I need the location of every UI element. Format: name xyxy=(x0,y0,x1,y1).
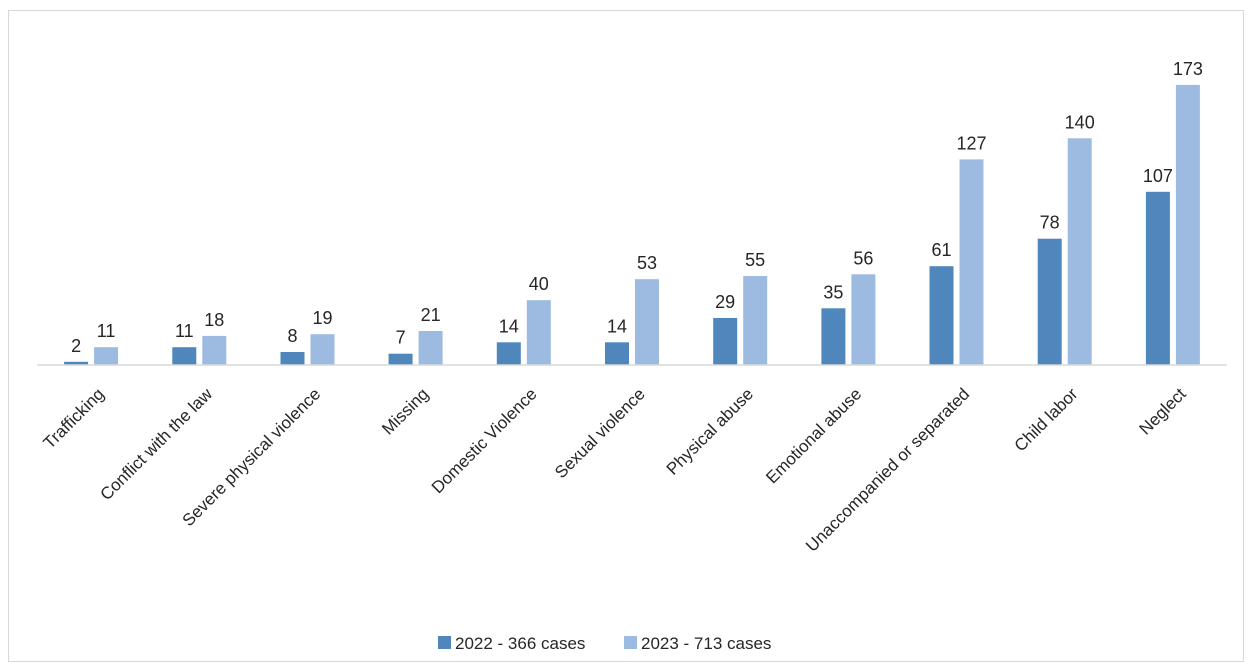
bar-missing-series-2 xyxy=(418,331,443,365)
bar-child-labor-series-1 xyxy=(1037,238,1062,365)
bar-emotional-abuse-series-2 xyxy=(851,274,876,365)
bar-severe-physical-violence-series-1 xyxy=(280,352,305,365)
legend-swatch-series-2 xyxy=(624,636,637,649)
bar-trafficking-series-1 xyxy=(64,361,89,365)
category-label-physical-abuse: Physical abuse xyxy=(663,384,757,478)
bar-sexual-violence-series-1 xyxy=(605,342,629,365)
data-label-trafficking-series-1: 2 xyxy=(71,336,81,356)
data-label-missing-series-2: 21 xyxy=(421,305,441,325)
data-label-conflict-with-the-law-series-1: 11 xyxy=(175,321,194,341)
legend-label-series-1: 2022 - 366 cases xyxy=(455,634,585,653)
category-label-sexual-violence: Sexual violence xyxy=(551,384,649,482)
bar-domestic-violence-series-2 xyxy=(526,300,551,365)
data-label-child-labor-series-2: 140 xyxy=(1065,112,1095,132)
bars-layer xyxy=(64,84,1200,366)
bar-unaccompanied-or-separated-series-2 xyxy=(959,159,984,365)
bar-emotional-abuse-series-1 xyxy=(821,308,846,365)
data-label-emotional-abuse-series-2: 56 xyxy=(853,248,873,268)
category-label-neglect: Neglect xyxy=(1136,384,1190,438)
category-label-conflict-with-the-law: Conflict with the law xyxy=(96,384,216,504)
data-label-physical-abuse-series-2: 55 xyxy=(745,250,765,270)
category-label-domestic-violence: Domestic Violence xyxy=(428,384,541,497)
data-label-neglect-series-1: 107 xyxy=(1143,166,1173,186)
legend-label-series-2: 2023 - 713 cases xyxy=(641,634,771,653)
data-label-sexual-violence-series-1: 14 xyxy=(607,316,627,336)
bar-neglect-series-1 xyxy=(1145,191,1170,365)
legend-swatch-series-1 xyxy=(438,636,451,649)
category-label-child-labor: Child labor xyxy=(1011,384,1082,455)
data-label-neglect-series-2: 173 xyxy=(1173,59,1203,79)
bar-conflict-with-the-law-series-2 xyxy=(202,335,227,365)
bar-conflict-with-the-law-series-1 xyxy=(172,347,197,365)
bar-sexual-violence-series-2 xyxy=(635,279,659,365)
data-label-emotional-abuse-series-1: 35 xyxy=(823,282,843,302)
data-label-unaccompanied-or-separated-series-1: 61 xyxy=(931,240,951,260)
data-label-sexual-violence-series-2: 53 xyxy=(637,253,657,273)
bar-severe-physical-violence-series-2 xyxy=(310,334,335,365)
bar-child-labor-series-2 xyxy=(1067,138,1092,365)
data-label-trafficking-series-2: 11 xyxy=(97,321,116,341)
bar-domestic-violence-series-1 xyxy=(496,342,521,365)
category-label-missing: Missing xyxy=(378,384,432,438)
bar-neglect-series-2 xyxy=(1175,84,1200,366)
data-label-missing-series-1: 7 xyxy=(396,328,406,348)
legend: 2022 - 366 cases 2023 - 713 cases xyxy=(438,634,771,653)
data-label-unaccompanied-or-separated-series-2: 127 xyxy=(956,133,986,153)
data-label-severe-physical-violence-series-2: 19 xyxy=(312,308,332,328)
data-label-conflict-with-the-law-series-2: 18 xyxy=(204,310,224,330)
data-labels-layer: 2 11 11 18 8 19 7 21 14 40 14 53 29 55 35 56 61 127 78 140 1… xyxy=(71,59,1203,356)
bar-physical-abuse-series-1 xyxy=(713,318,738,365)
data-label-child-labor-series-1: 78 xyxy=(1040,213,1060,233)
data-label-physical-abuse-series-1: 29 xyxy=(715,292,735,312)
bar-trafficking-series-2 xyxy=(94,347,119,365)
bar-missing-series-1 xyxy=(388,353,413,365)
data-label-severe-physical-violence-series-1: 8 xyxy=(287,326,297,346)
data-label-domestic-violence-series-1: 14 xyxy=(499,316,519,336)
category-label-trafficking: Trafficking xyxy=(40,384,108,452)
category-label-emotional-abuse: Emotional abuse xyxy=(762,384,865,487)
bar-physical-abuse-series-2 xyxy=(743,276,768,365)
bar-unaccompanied-or-separated-series-1 xyxy=(929,266,954,365)
data-label-domestic-violence-series-2: 40 xyxy=(529,274,549,294)
